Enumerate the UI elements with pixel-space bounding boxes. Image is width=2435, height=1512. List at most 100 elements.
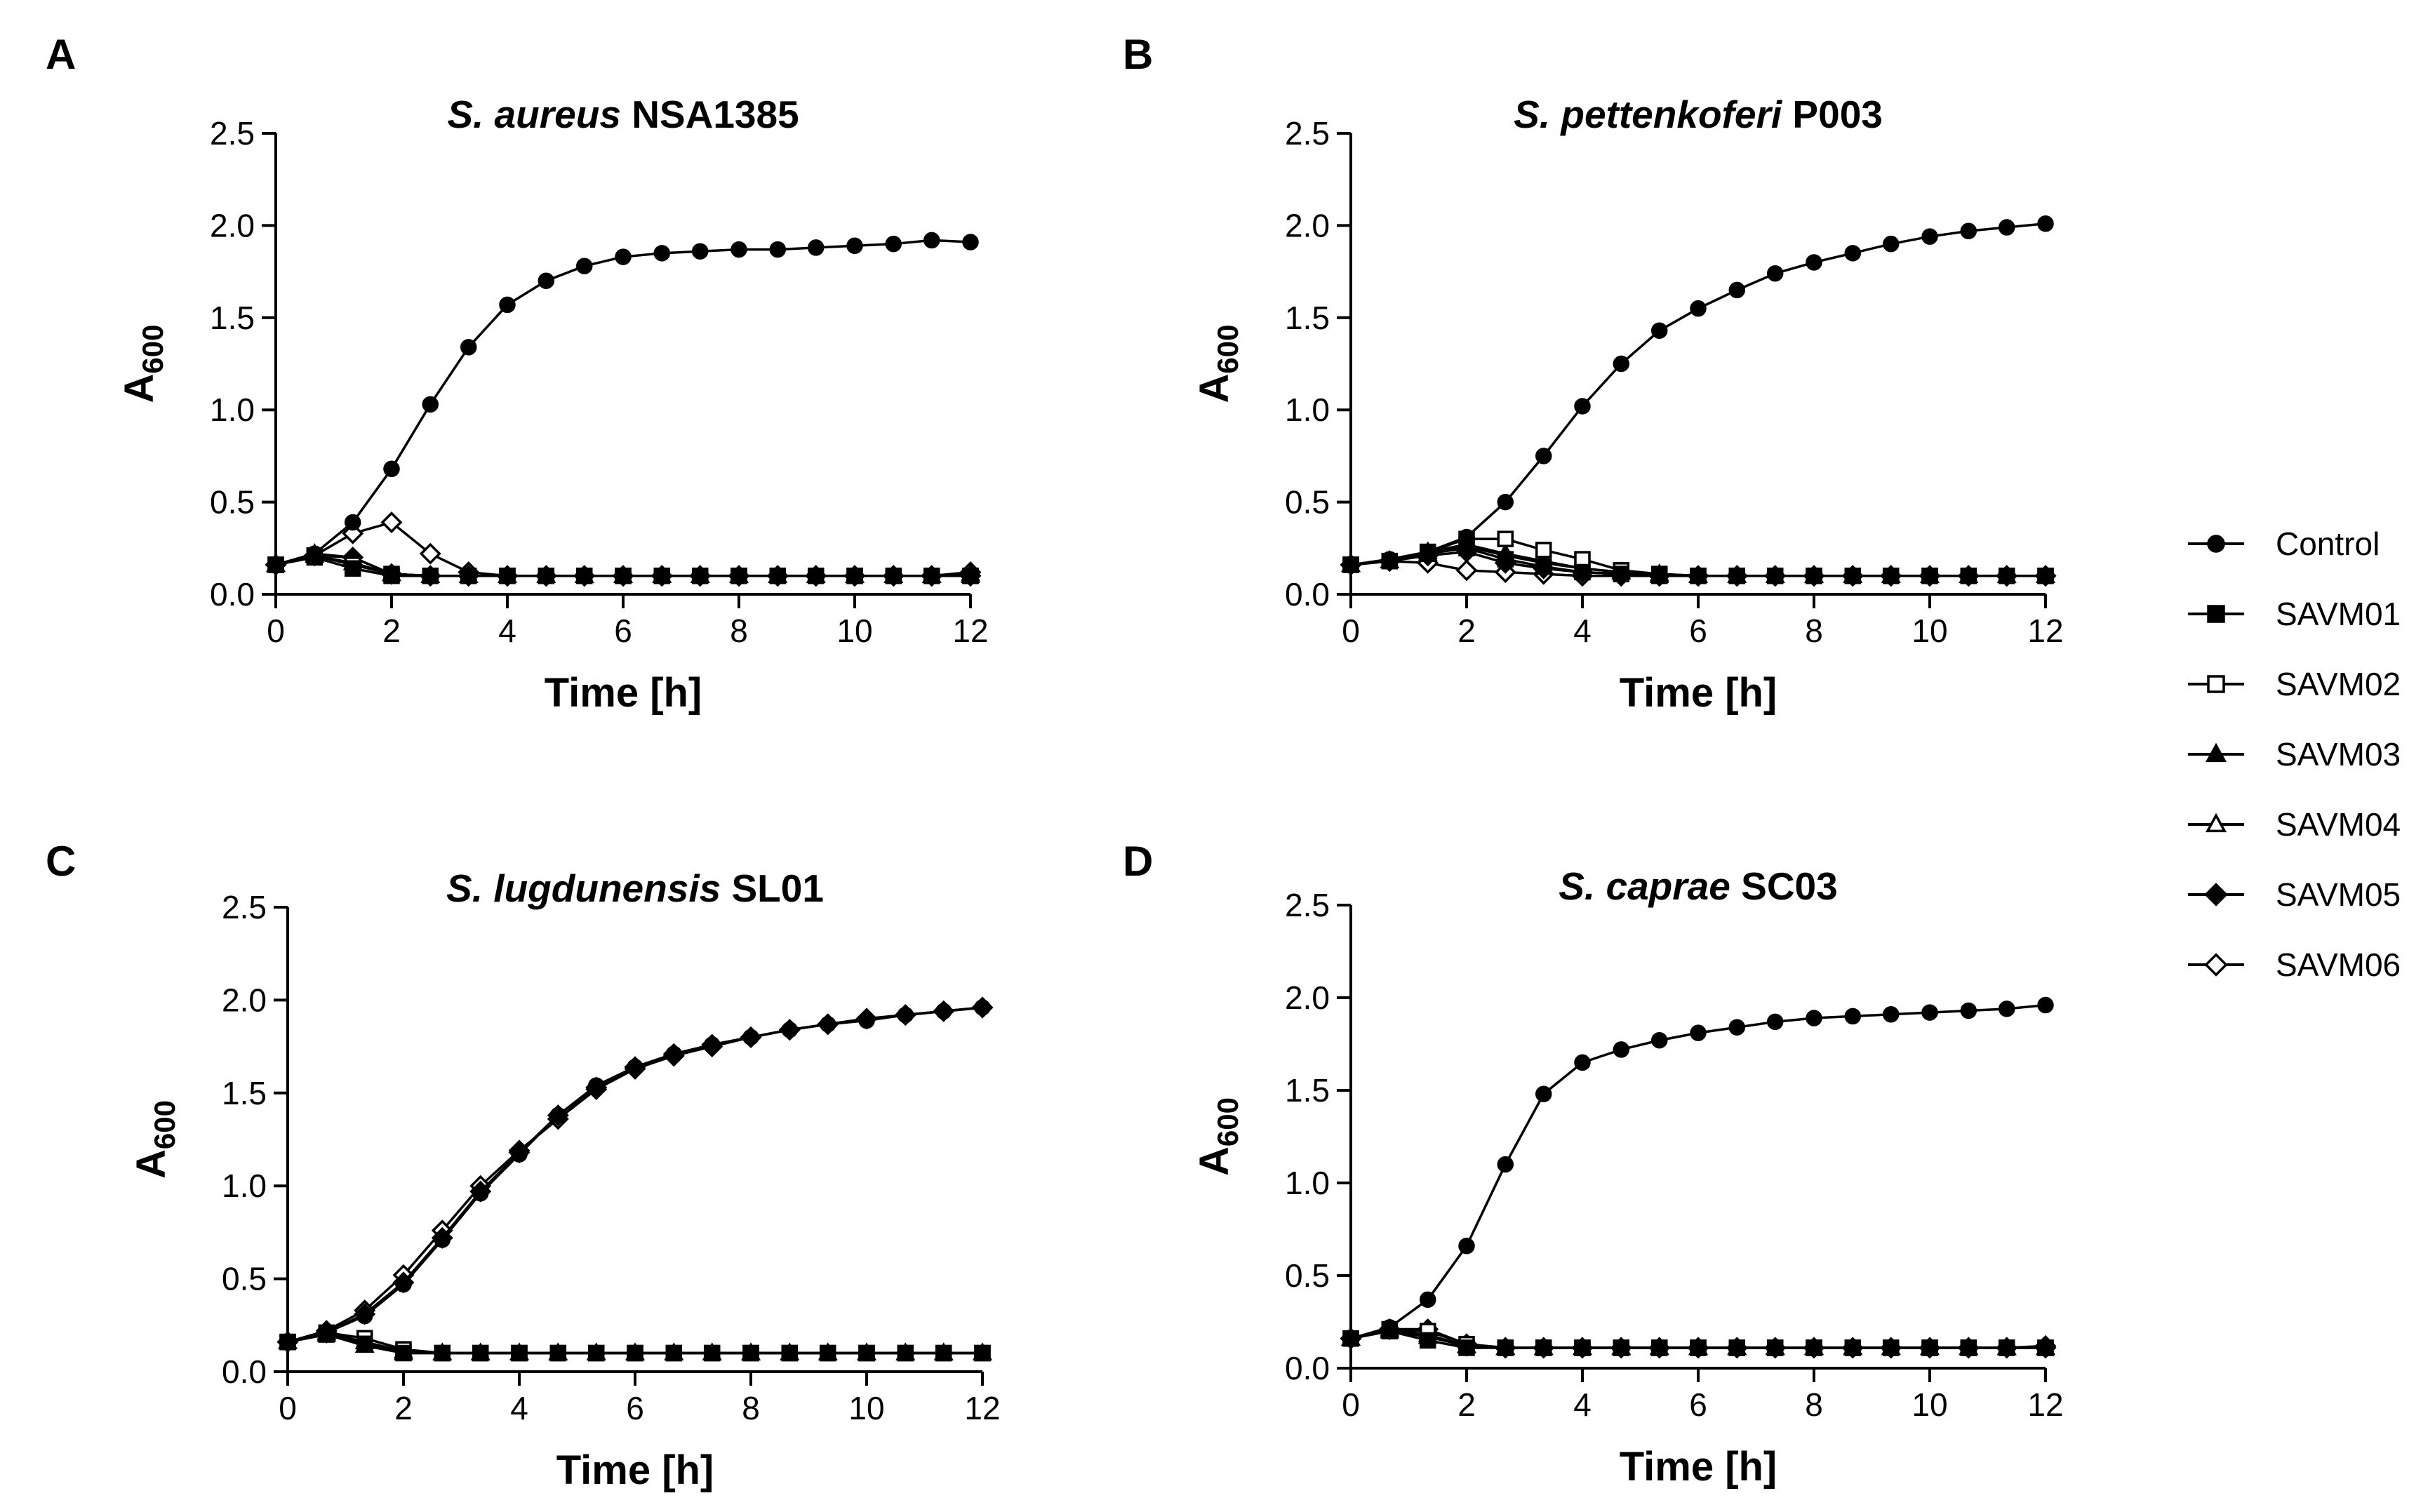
x-tick-label: 6 [1689, 1386, 1707, 1423]
x-tick-label: 8 [1805, 613, 1823, 649]
data-point [472, 1344, 489, 1362]
y-tick-label: 1.0 [1285, 1165, 1330, 1201]
series-line [1350, 1003, 2046, 1340]
legend-entry-savm06: SAVM06 [2188, 946, 2401, 983]
y-axis-title-subscript: 600 [1211, 325, 1244, 374]
y-tick-label: 0.0 [1285, 576, 1330, 613]
y-tick-label: 0.5 [210, 484, 255, 521]
legend-marker [2207, 605, 2225, 623]
data-point [935, 1003, 952, 1020]
data-point [974, 1344, 991, 1362]
data-point [1535, 542, 1552, 558]
data-point [356, 1307, 373, 1325]
data-point [1574, 563, 1591, 581]
y-tick-label: 2.5 [222, 889, 267, 925]
legend-marker [2207, 675, 2225, 693]
data-point [1844, 567, 1862, 584]
series-savm01 [279, 1326, 991, 1362]
x-tick-label: 12 [952, 613, 988, 649]
y-tick-label: 0.0 [222, 1353, 267, 1390]
chart-panel-b: B S. pettenkoferi P003 0.0 0.5 1.0 1.5 2.0 2.5 0… [1123, 31, 2064, 716]
x-tick-label: 12 [964, 1390, 1000, 1426]
y-tick-label: 1.0 [1285, 392, 1330, 428]
legend-entry-savm03: SAVM03 [2188, 736, 2401, 772]
y-tick-label: 1.0 [210, 392, 255, 428]
data-point [819, 1344, 836, 1362]
x-tick-label: 0 [1342, 613, 1360, 649]
data-point [1882, 1339, 1900, 1356]
chart-title-strain: SL01 [721, 867, 824, 910]
chart-panel-c: C S. lugdunensis SL01 0.0 0.5 1.0 1.5 2.0 2.5 0 2… [46, 838, 1001, 1493]
legend-label: SAVM04 [2276, 806, 2401, 843]
y-axis-title: A600 [1192, 1097, 1244, 1176]
data-point [1535, 1085, 1552, 1103]
legend-label: Control [2276, 526, 2380, 562]
x-tick-label: 6 [1689, 613, 1707, 649]
y-tick-label: 2.0 [1285, 979, 1330, 1016]
data-point [962, 567, 979, 584]
legend-entry-savm02: SAVM02 [2188, 666, 2401, 702]
data-point [1844, 1339, 1862, 1356]
data-point [1535, 558, 1552, 575]
x-tick-label: 2 [382, 613, 401, 649]
data-point [897, 1344, 914, 1362]
data-point [380, 511, 403, 533]
data-point [1766, 265, 1784, 282]
chart-title-species: S. caprae [1559, 864, 1730, 908]
data-point [1690, 300, 1707, 317]
y-tick-label: 2.0 [222, 982, 267, 1018]
data-point [511, 1146, 528, 1163]
y-tick-label: 1.5 [222, 1075, 267, 1111]
data-point [1497, 530, 1514, 547]
data-point [344, 514, 361, 531]
data-point [1998, 1001, 2015, 1017]
data-point [1806, 254, 1822, 271]
data-point [1381, 551, 1399, 568]
data-point [730, 241, 747, 258]
data-point [1342, 556, 1359, 573]
y-axis-title-main: A [1192, 374, 1237, 403]
series-line [1350, 222, 2046, 566]
x-tick-label: 10 [836, 613, 872, 649]
panel-letter: D [1123, 838, 1153, 885]
data-point [1960, 1002, 1977, 1019]
data-point [2037, 567, 2054, 584]
data-point [742, 1344, 759, 1362]
data-point [511, 1344, 528, 1362]
data-point [974, 999, 991, 1016]
data-point [885, 235, 902, 253]
y-tick-label: 2.5 [210, 115, 255, 152]
data-point [819, 1016, 836, 1033]
data-point [575, 257, 593, 274]
data-point [460, 567, 477, 584]
y-axis-title: A600 [116, 325, 169, 403]
data-point [538, 272, 555, 289]
panel-letter: C [46, 838, 76, 885]
data-point [1650, 1031, 1668, 1049]
data-point [422, 567, 439, 584]
legend-entry-control: Control [2188, 526, 2380, 562]
data-point [691, 243, 709, 260]
data-point [1381, 1319, 1399, 1336]
data-point [587, 1344, 605, 1362]
data-point [575, 567, 593, 584]
data-point [1882, 235, 1900, 253]
legend-marker [2205, 812, 2227, 833]
y-tick-label: 1.0 [222, 1168, 267, 1204]
data-point [1455, 559, 1478, 582]
data-point [846, 567, 863, 584]
x-tick-label: 8 [742, 1390, 760, 1426]
legend-entry-savm01: SAVM01 [2188, 596, 2401, 632]
chart-title-strain: SC03 [1730, 864, 1838, 908]
data-point [1419, 1291, 1436, 1309]
data-point [460, 339, 477, 356]
data-point [1998, 219, 2015, 236]
x-tick-label: 4 [1573, 1386, 1592, 1423]
data-point [1766, 1013, 1784, 1031]
data-point [1574, 398, 1591, 415]
data-point [703, 1344, 721, 1362]
data-point [1998, 567, 2015, 584]
data-point [1690, 1339, 1707, 1356]
series-control [279, 999, 991, 1351]
x-tick-label: 4 [1573, 613, 1592, 649]
